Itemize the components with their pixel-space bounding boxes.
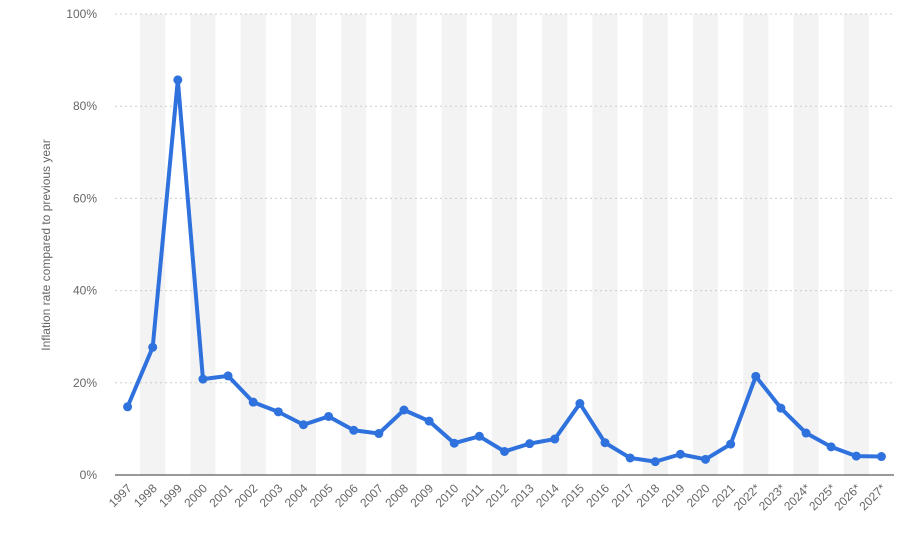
x-tick-label: 2009	[407, 481, 436, 510]
column-shade	[391, 14, 417, 475]
y-tick-label: 0%	[80, 468, 98, 482]
point	[223, 371, 233, 381]
point	[600, 438, 610, 448]
x-tick-label: 2012	[483, 481, 512, 510]
x-tick-label: 2015	[558, 481, 587, 510]
point	[550, 434, 560, 444]
point	[701, 454, 711, 464]
column-shade	[441, 14, 467, 475]
point	[776, 403, 786, 413]
x-tick-label: 2026*	[831, 481, 863, 513]
x-tick-label: 2019	[659, 481, 688, 510]
point	[273, 407, 283, 417]
x-tick-label: 2014	[533, 481, 562, 510]
x-tick-label: 2011	[458, 481, 486, 509]
y-tick-label: 60%	[73, 191, 97, 205]
x-tick-label: 2010	[433, 481, 462, 510]
point	[123, 402, 133, 412]
point	[675, 449, 685, 459]
x-tick-label: 2023*	[756, 481, 788, 513]
x-tick-label: 2004	[282, 481, 311, 510]
x-tick-label: 2002	[232, 481, 261, 510]
x-tick-label: 2005	[307, 481, 336, 510]
point	[248, 397, 258, 407]
x-tick-label: 1999	[156, 481, 185, 510]
point	[474, 431, 484, 441]
point	[349, 425, 359, 435]
point	[851, 451, 861, 461]
x-tick-label: 2017	[608, 481, 637, 510]
x-tick-label: 2003	[257, 481, 286, 510]
point	[424, 416, 434, 426]
x-tick-label: 2006	[332, 481, 361, 510]
x-tick-label: 2016	[583, 481, 612, 510]
point	[525, 439, 535, 449]
x-tick-label: 2025*	[806, 481, 838, 513]
point	[801, 428, 811, 438]
point	[324, 411, 334, 421]
x-tick-label: 2024*	[781, 481, 813, 513]
point	[148, 342, 158, 352]
column-shade	[341, 14, 367, 475]
x-tick-label: 2008	[382, 481, 411, 510]
x-tick-label: 2007	[357, 481, 386, 510]
column-shade	[491, 14, 518, 475]
x-tick-label: 2000	[181, 481, 210, 510]
x-tick-label: 2020	[684, 481, 713, 510]
point	[826, 442, 836, 452]
point	[374, 429, 384, 439]
x-tick-label: 2022*	[731, 481, 763, 513]
column-shade	[843, 14, 869, 475]
x-tick-label: 2001	[206, 481, 235, 510]
point	[625, 453, 635, 463]
point	[751, 371, 761, 381]
point	[650, 457, 660, 467]
point	[500, 446, 509, 456]
point	[399, 405, 409, 415]
x-tick-label: 2027*	[856, 481, 888, 513]
point	[449, 438, 459, 448]
point	[173, 75, 183, 85]
point	[298, 420, 308, 430]
point	[575, 399, 585, 409]
y-tick-label: 80%	[73, 99, 97, 113]
x-tick-label: 2018	[634, 481, 663, 510]
column-shade	[743, 14, 769, 475]
column-shade	[592, 14, 618, 475]
column-shade	[290, 14, 317, 475]
x-tick-label: 1997	[106, 481, 135, 510]
point	[876, 452, 886, 462]
y-axis-label: Inflation rate compared to previous year	[39, 139, 53, 350]
y-tick-label: 40%	[73, 284, 97, 298]
column-shade	[190, 14, 216, 475]
point	[198, 374, 208, 384]
y-tick-label: 20%	[73, 376, 97, 390]
column-shade	[692, 14, 719, 475]
x-tick-label: 2013	[508, 481, 537, 510]
point	[726, 439, 736, 449]
column-shade	[542, 14, 568, 475]
x-tick-label: 1998	[131, 481, 160, 510]
y-tick-label: 100%	[66, 7, 97, 21]
column-shade	[793, 14, 819, 475]
column-shade	[642, 14, 668, 475]
